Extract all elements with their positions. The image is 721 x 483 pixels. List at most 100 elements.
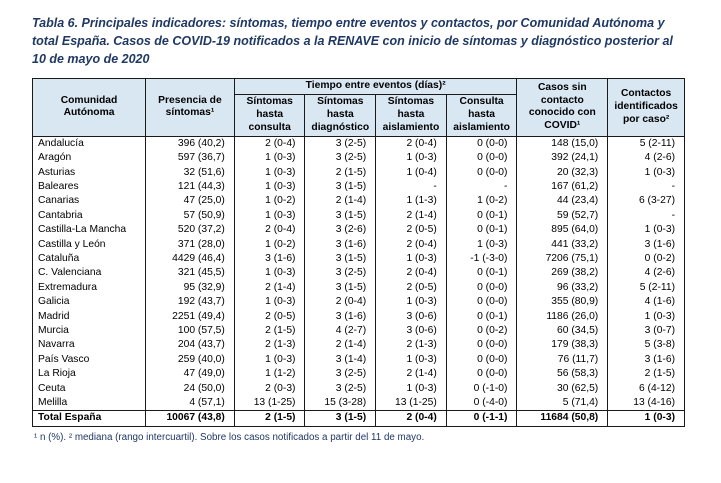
cell-sintomas-consulta: 2 (1-5) [233, 410, 306, 427]
cell-presencia-sintomas: 371 (28,0) [145, 237, 235, 252]
cell-sintomas-diagnostico: 4 (2-7) [304, 323, 377, 339]
table-row: C. Valenciana 321 (45,5) 1 (0-3) 3 (2-5) 2 (… [31, 266, 685, 281]
cell-sintomas-consulta: 1 (0-3) [233, 208, 306, 224]
cell-sintomas-aislamiento: 2 (1-4) [375, 367, 447, 382]
cell-contactos-por-caso: 4 (2-6) [607, 266, 685, 281]
cell-sintomas-diagnostico: 3 (2-5) [304, 381, 377, 396]
cell-contactos-por-caso: 6 (4-12) [607, 381, 685, 396]
cell-sintomas-consulta: 1 (1-2) [233, 367, 306, 382]
header-sintomas-hasta-aislamiento: Síntomas hasta aislamiento [375, 94, 447, 137]
cell-contactos-por-caso: 1 (0-3) [607, 165, 685, 180]
table-row: Melilla 4 (57,1) 13 (1-25) 15 (3-28) 13 (1-2… [31, 396, 685, 411]
cell-casos-sin-contacto: 167 (61,2) [516, 179, 609, 195]
header-comunidad-autonoma: Comunidad Autónoma [31, 78, 147, 137]
cell-presencia-sintomas: 597 (36,7) [145, 151, 235, 166]
cell-casos-sin-contacto: 20 (32,3) [516, 165, 609, 180]
cell-consulta-aislamiento: 0 (0-1) [445, 309, 518, 324]
table-row: Andalucía 396 (40,2) 2 (0-4) 3 (2-5) 2 (0-4)… [31, 136, 685, 152]
cell-consulta-aislamiento: - [445, 179, 518, 195]
cell-casos-sin-contacto: 59 (52,7) [516, 208, 609, 224]
table-total: Total España 10067 (43,8) 2 (1-5) 3 (1-5) 2 … [31, 410, 685, 427]
header-row-group: Comunidad Autónoma Presencia de síntomas… [31, 78, 685, 137]
cell-consulta-aislamiento: 0 (0-1) [445, 223, 518, 238]
cell-contactos-por-caso: 3 (0-7) [607, 323, 685, 339]
cell-sintomas-diagnostico: 3 (2-5) [304, 151, 377, 166]
cell-sintomas-diagnostico: 3 (1-6) [304, 309, 377, 324]
cell-sintomas-consulta: 1 (0-3) [233, 352, 306, 368]
cell-comunidad: Canarias [31, 194, 147, 209]
cell-presencia-sintomas: 192 (43,7) [145, 295, 235, 310]
cell-consulta-aislamiento: 0 (0-0) [445, 295, 518, 310]
cell-comunidad: Baleares [31, 179, 147, 195]
cell-comunidad: Ceuta [31, 381, 147, 396]
cell-sintomas-aislamiento: 2 (0-4) [375, 237, 447, 252]
header-casos-sin-contacto: Casos sin contacto conocido con COVID¹ [516, 78, 609, 137]
cell-sintomas-aislamiento: 13 (1-25) [375, 396, 447, 411]
cell-sintomas-diagnostico: 3 (1-5) [304, 280, 377, 296]
table-row: Cataluña 4429 (46,4) 3 (1-6) 3 (1-5) 1 (0-3)… [31, 251, 685, 267]
cell-contactos-por-caso: 13 (4-16) [607, 396, 685, 411]
cell-consulta-aislamiento: 0 (0-1) [445, 266, 518, 281]
cell-sintomas-diagnostico: 3 (1-5) [304, 208, 377, 224]
cell-sintomas-aislamiento: 2 (0-4) [375, 410, 447, 427]
cell-comunidad: Cantabria [31, 208, 147, 224]
cell-comunidad: País Vasco [31, 352, 147, 368]
cell-comunidad: La Rioja [31, 367, 147, 382]
cell-consulta-aislamiento: 0 (0-0) [445, 165, 518, 180]
cell-comunidad: Andalucía [31, 136, 147, 152]
cell-presencia-sintomas: 396 (40,2) [145, 136, 235, 152]
cell-sintomas-consulta: 1 (0-3) [233, 165, 306, 180]
cell-comunidad: Asturias [31, 165, 147, 180]
table-row: Extremadura 95 (32,9) 2 (1-4) 3 (1-5) 2 (0-5… [31, 280, 685, 296]
cell-sintomas-diagnostico: 2 (0-4) [304, 295, 377, 310]
cell-sintomas-aislamiento: 2 (0-4) [375, 136, 447, 152]
cell-consulta-aislamiento: 0 (-1-1) [445, 410, 518, 427]
cell-sintomas-diagnostico: 15 (3-28) [304, 396, 377, 411]
cell-sintomas-aislamiento: 1 (0-3) [375, 151, 447, 166]
cell-presencia-sintomas: 10067 (43,8) [145, 410, 235, 427]
cell-casos-sin-contacto: 11684 (50,8) [516, 410, 609, 427]
cell-casos-sin-contacto: 60 (34,5) [516, 323, 609, 339]
cell-sintomas-consulta: 2 (1-5) [233, 323, 306, 339]
cell-consulta-aislamiento: 0 (0-0) [445, 338, 518, 353]
cell-sintomas-aislamiento: 2 (1-3) [375, 338, 447, 353]
cell-contactos-por-caso: 5 (2-11) [607, 136, 685, 152]
cell-sintomas-diagnostico: 3 (2-6) [304, 223, 377, 238]
cell-sintomas-aislamiento: 1 (0-4) [375, 165, 447, 180]
cell-contactos-por-caso: 1 (0-3) [607, 410, 685, 427]
cell-sintomas-consulta: 2 (1-3) [233, 338, 306, 353]
cell-sintomas-aislamiento: 1 (0-3) [375, 352, 447, 368]
cell-casos-sin-contacto: 76 (11,7) [516, 352, 609, 368]
cell-presencia-sintomas: 24 (50,0) [145, 381, 235, 396]
table-row: Castilla-La Mancha 520 (37,2) 2 (0-4) 3 (2-… [31, 223, 685, 238]
cell-contactos-por-caso: 1 (0-3) [607, 223, 685, 238]
cell-sintomas-consulta: 1 (0-3) [233, 151, 306, 166]
cell-contactos-por-caso: 0 (0-2) [607, 251, 685, 267]
cell-sintomas-aislamiento: 3 (0-6) [375, 309, 447, 324]
table-row: Aragón 597 (36,7) 1 (0-3) 3 (2-5) 1 (0-3) 0 (… [31, 151, 685, 166]
header-consulta-hasta-aislamiento: Consulta hasta aislamiento [445, 94, 518, 137]
cell-sintomas-diagnostico: 3 (1-5) [304, 410, 377, 427]
cell-casos-sin-contacto: 96 (33,2) [516, 280, 609, 296]
cell-casos-sin-contacto: 30 (62,5) [516, 381, 609, 396]
cell-contactos-por-caso: 5 (3-8) [607, 338, 685, 353]
cell-comunidad: Castilla y León [31, 237, 147, 252]
cell-sintomas-consulta: 1 (0-3) [233, 295, 306, 310]
cell-sintomas-aislamiento: - [375, 179, 447, 195]
table-row: Castilla y León 371 (28,0) 1 (0-2) 3 (1-6) 2… [31, 237, 685, 252]
document-page: Tabla 6. Principales indicadores: síntom… [31, 16, 685, 443]
cell-sintomas-consulta: 13 (1-25) [233, 396, 306, 411]
cell-sintomas-aislamiento: 1 (0-3) [375, 381, 447, 396]
header-presencia-sintomas: Presencia de síntomas¹ [145, 78, 235, 137]
cell-sintomas-diagnostico: 3 (2-5) [304, 266, 377, 281]
cell-sintomas-aislamiento: 3 (0-6) [375, 323, 447, 339]
cell-presencia-sintomas: 520 (37,2) [145, 223, 235, 238]
cell-sintomas-consulta: 2 (0-3) [233, 381, 306, 396]
cell-comunidad: Extremadura [31, 280, 147, 296]
cell-consulta-aislamiento: 0 (0-2) [445, 323, 518, 339]
header-tiempo-entre-eventos: Tiempo entre eventos (días)² [233, 78, 518, 96]
cell-presencia-sintomas: 204 (43,7) [145, 338, 235, 353]
cell-contactos-por-caso: - [607, 179, 685, 195]
cell-casos-sin-contacto: 179 (38,3) [516, 338, 609, 353]
header-contactos-identificados: Contactos identificados por caso² [607, 78, 685, 137]
